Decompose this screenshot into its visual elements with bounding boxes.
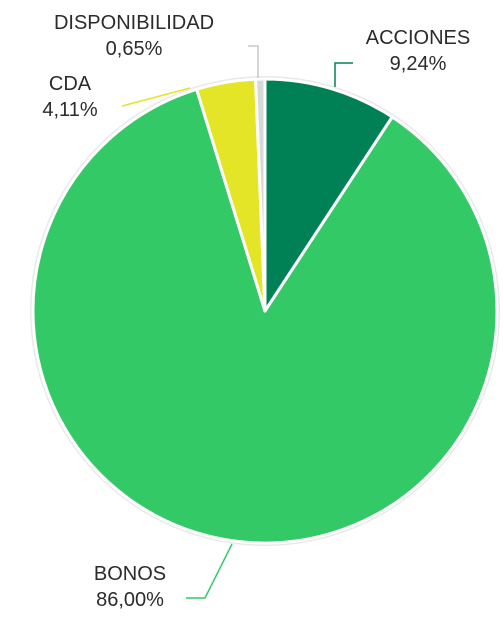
- leader-line-acciones: [334, 62, 353, 87]
- slice-value-acciones: 9,24%: [390, 53, 447, 75]
- slice-label-bonos: BONOS: [94, 563, 166, 585]
- leader-line-bonos: [186, 543, 233, 599]
- slice-label-acciones: ACCIONES: [366, 27, 470, 49]
- pie-slice-bonos: [31, 87, 499, 545]
- leader-lines: [121, 45, 353, 599]
- slice-value-cda: 4,11%: [42, 99, 97, 121]
- slice-label-disponibilidad: DISPONIBILIDAD: [54, 12, 214, 34]
- slice-label-cda: CDA: [49, 73, 92, 95]
- slice-labels: ACCIONES 9,24% BONOS 86,00% CDA 4,11% DISPONIB…: [42, 12, 470, 611]
- leader-line-disponibilidad: [248, 45, 259, 78]
- pie-slices: [30, 76, 500, 546]
- slice-value-bonos: 86,00%: [96, 589, 164, 611]
- leader-line-cda: [121, 87, 191, 107]
- pie-slice-disponibilidad: [254, 77, 267, 313]
- slice-value-disponibilidad: 0,65%: [106, 38, 163, 60]
- pie-slice-acciones: [263, 77, 394, 313]
